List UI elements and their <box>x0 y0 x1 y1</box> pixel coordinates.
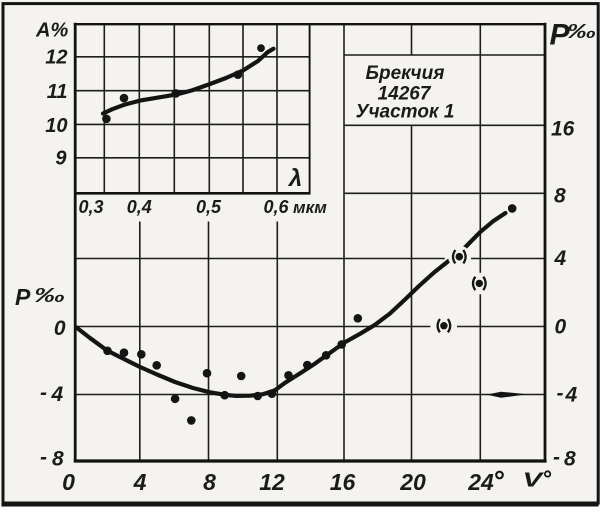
svg-text:4: 4 <box>133 469 147 495</box>
svg-text:16: 16 <box>551 118 575 141</box>
svg-text:0,4: 0,4 <box>127 197 152 217</box>
svg-text:V: V <box>523 470 545 492</box>
svg-text:10: 10 <box>45 115 67 137</box>
svg-text:-: - <box>553 446 560 469</box>
svg-text:-: - <box>40 446 47 469</box>
svg-text:P: P <box>15 284 31 310</box>
svg-text:12: 12 <box>259 469 285 495</box>
svg-text:λ: λ <box>287 165 302 192</box>
svg-text:24: 24 <box>467 469 494 495</box>
svg-text:11: 11 <box>47 81 68 103</box>
svg-text:12: 12 <box>45 46 67 68</box>
svg-text:4: 4 <box>554 247 567 270</box>
svg-text:-: - <box>40 382 47 405</box>
svg-text:-: - <box>557 382 564 405</box>
svg-text:мкм: мкм <box>293 198 327 217</box>
svg-text:9: 9 <box>55 148 67 170</box>
svg-text:14267: 14267 <box>378 84 432 105</box>
svg-text:Участок 1: Участок 1 <box>356 102 455 123</box>
svg-text:0,3: 0,3 <box>78 197 103 217</box>
svg-text:0,6: 0,6 <box>263 197 289 217</box>
svg-text:Брекчия: Брекчия <box>366 63 445 84</box>
svg-text:8: 8 <box>203 469 216 495</box>
svg-text:‰: ‰ <box>567 21 596 43</box>
svg-text:0: 0 <box>54 317 66 340</box>
svg-text:‰: ‰ <box>34 285 65 307</box>
svg-text:A%: A% <box>35 20 68 42</box>
svg-text:8: 8 <box>52 448 64 471</box>
svg-text:P: P <box>550 19 571 52</box>
svg-text:4: 4 <box>51 383 64 406</box>
svg-text:0: 0 <box>555 316 567 339</box>
svg-text:8: 8 <box>564 448 576 471</box>
svg-text:0: 0 <box>62 469 75 495</box>
svg-text:16: 16 <box>330 469 356 495</box>
svg-text:0,5: 0,5 <box>196 197 222 217</box>
svg-text:20: 20 <box>399 469 426 495</box>
svg-text:8: 8 <box>554 185 566 208</box>
svg-text:4: 4 <box>565 384 578 407</box>
